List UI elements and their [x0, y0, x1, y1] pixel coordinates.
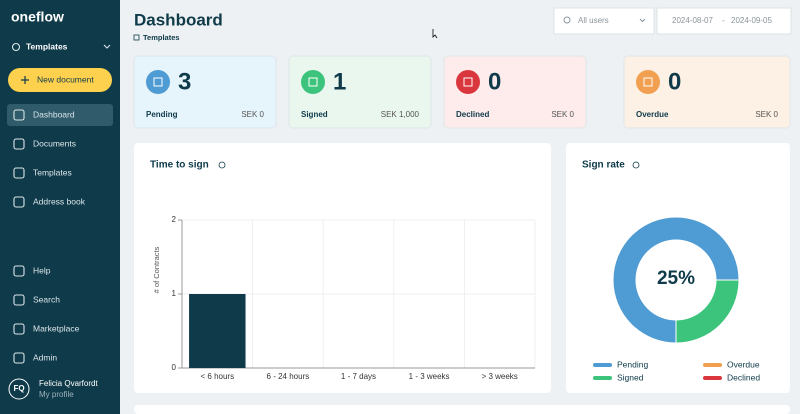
status-amount: SEK 0 — [755, 110, 778, 119]
status-icon — [146, 70, 170, 94]
x-tick-label: > 3 weeks — [482, 372, 518, 381]
nav-item[interactable]: Search — [33, 294, 60, 304]
nav-icon — [13, 167, 25, 179]
nav-item[interactable]: Templates — [33, 167, 72, 177]
y-tick-label: 0 — [172, 363, 177, 372]
status-card[interactable] — [623, 55, 791, 129]
status-label: Overdue — [636, 110, 669, 119]
logo: oneflow — [11, 9, 64, 25]
nav-icon — [13, 109, 25, 121]
x-tick-label: 1 - 7 days — [341, 372, 376, 381]
x-tick-label: 6 - 24 hours — [267, 372, 310, 381]
date-separator: - — [722, 16, 725, 25]
chart-title: Time to sign — [150, 160, 209, 171]
status-glyph — [463, 77, 473, 87]
status-glyph — [643, 77, 653, 87]
active-nav — [7, 104, 113, 126]
page-title: Dashboard — [134, 10, 223, 29]
status-count: 0 — [668, 68, 681, 95]
panel — [134, 405, 790, 414]
status-icon — [301, 70, 325, 94]
breadcrumb[interactable]: Templates — [143, 33, 180, 42]
status-card[interactable] — [288, 55, 432, 129]
bar — [189, 294, 246, 368]
nav-item[interactable]: Address book — [33, 196, 86, 206]
workspace-icon — [11, 42, 21, 52]
nav-item[interactable]: Dashboard — [33, 109, 75, 119]
panel — [566, 143, 790, 393]
y-tick-label: 2 — [172, 215, 177, 224]
new-document-label[interactable]: New document — [37, 74, 94, 84]
date-range[interactable] — [656, 7, 792, 35]
status-count: 1 — [333, 68, 346, 95]
center-label: 25% — [657, 268, 695, 289]
plus-icon — [21, 76, 29, 84]
legend-label: Declined — [727, 372, 760, 382]
nav-item[interactable]: Documents — [33, 138, 76, 148]
user-filter-label: All users — [578, 16, 609, 25]
nav-icon — [13, 196, 25, 208]
user-filter[interactable] — [553, 7, 655, 35]
status-count: 0 — [488, 68, 501, 95]
breadcrumb-icon — [133, 34, 140, 41]
nav-icon — [13, 265, 25, 277]
nav-item[interactable]: Marketplace — [33, 323, 80, 333]
nav-icon — [13, 294, 25, 306]
workspace-select[interactable]: Templates — [26, 41, 68, 51]
status-count: 3 — [178, 68, 191, 95]
status-label: Signed — [301, 110, 328, 119]
x-tick-label: < 6 hours — [201, 372, 235, 381]
status-amount: SEK 0 — [241, 110, 264, 119]
legend-label: Overdue — [727, 359, 760, 369]
nav-icon — [13, 323, 25, 335]
status-card[interactable] — [133, 55, 277, 129]
legend-label: Pending — [617, 359, 648, 369]
profile-link[interactable]: My profile — [39, 390, 74, 399]
legend-label: Signed — [617, 372, 644, 382]
y-tick-label: 1 — [172, 289, 177, 298]
status-label: Declined — [456, 110, 489, 119]
new-document-button[interactable] — [8, 68, 112, 92]
chevron — [103, 44, 111, 49]
chart-title: Sign rate — [582, 160, 625, 171]
info-icon[interactable] — [632, 161, 640, 169]
status-icon — [636, 70, 660, 94]
y-axis-label: # of Contracts — [152, 246, 161, 293]
avatar[interactable] — [8, 378, 30, 400]
status-glyph — [308, 77, 318, 87]
nav-item[interactable]: Help — [33, 265, 51, 275]
donut-slice — [612, 216, 740, 344]
nav-item[interactable]: Admin — [33, 352, 57, 362]
nav-icon — [13, 138, 25, 150]
info-icon[interactable] — [218, 161, 226, 169]
chevron — [639, 18, 646, 23]
date-from: 2024-08-07 — [672, 16, 713, 25]
users-icon — [563, 16, 571, 24]
x-tick-label: 1 - 3 weeks — [409, 372, 450, 381]
user-name[interactable]: Felicia Qvarfordt — [39, 379, 98, 388]
avatar-initials: FQ — [13, 384, 24, 393]
status-label: Pending — [146, 110, 178, 119]
status-icon — [456, 70, 480, 94]
nav-icon — [13, 352, 25, 364]
status-amount: SEK 1,000 — [381, 110, 420, 119]
cursor — [432, 29, 438, 39]
status-card[interactable] — [443, 55, 587, 129]
status-glyph — [153, 77, 163, 87]
date-to: 2024-09-05 — [731, 16, 772, 25]
status-amount: SEK 0 — [551, 110, 574, 119]
